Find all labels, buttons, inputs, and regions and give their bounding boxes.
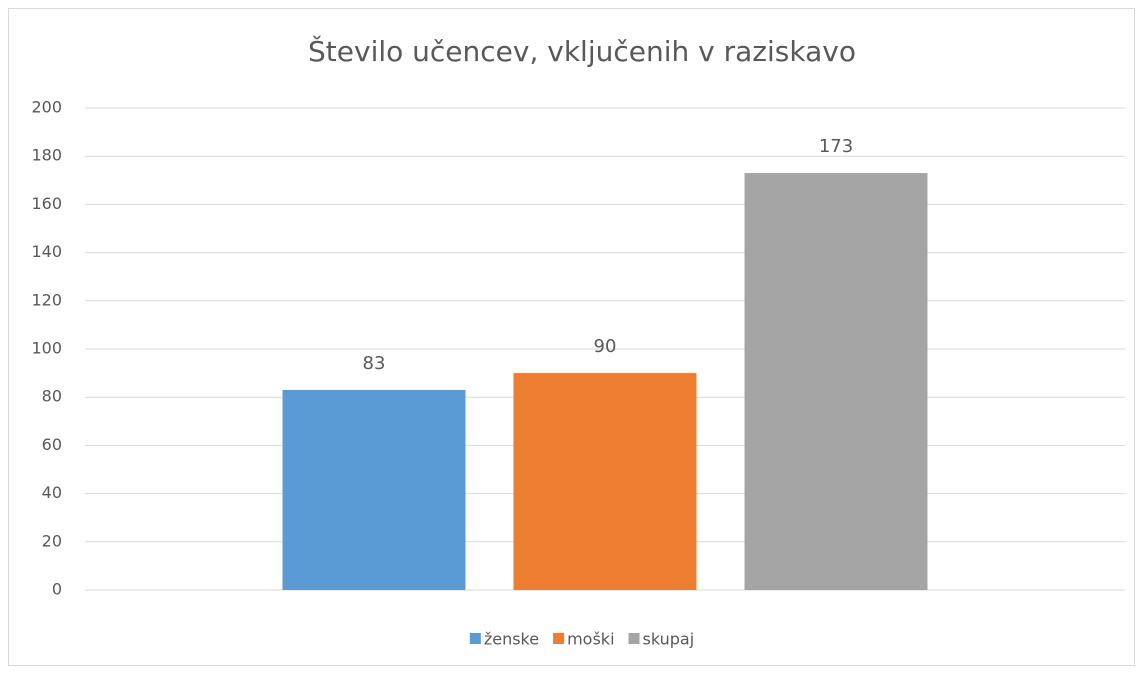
legend-label: ženske — [484, 630, 539, 649]
y-tick-label: 100 — [31, 339, 62, 358]
bar — [282, 389, 466, 590]
legend-swatch — [553, 633, 565, 644]
legend-label: moški — [567, 630, 614, 649]
bar — [744, 173, 928, 590]
legend-swatch — [469, 633, 481, 644]
y-tick-label: 80 — [42, 387, 62, 406]
y-tick-label: 120 — [31, 290, 62, 309]
bar — [513, 373, 697, 590]
y-tick-label: 0 — [52, 580, 62, 599]
data-label: 90 — [594, 336, 617, 357]
data-label: 83 — [363, 353, 386, 374]
chart-title: Število učencev, vključenih v raziskavo — [308, 34, 856, 68]
y-tick-label: 180 — [31, 146, 62, 165]
y-tick-label: 20 — [42, 531, 62, 550]
legend-label: skupaj — [643, 630, 695, 649]
y-tick-label: 40 — [42, 483, 62, 502]
y-tick-label: 200 — [31, 98, 62, 117]
y-tick-label: 160 — [31, 194, 62, 213]
legend-swatch — [628, 633, 640, 644]
y-tick-label: 60 — [42, 435, 62, 454]
data-label: 173 — [819, 136, 853, 157]
y-tick-label: 140 — [31, 242, 62, 261]
